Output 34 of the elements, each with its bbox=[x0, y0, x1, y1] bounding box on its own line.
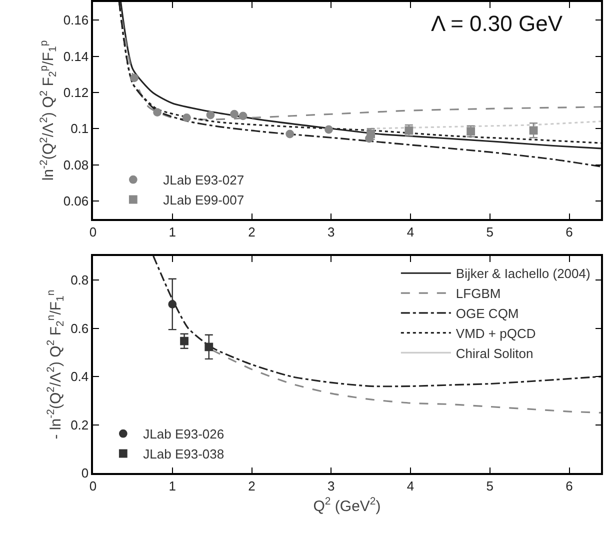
legend-label: Bijker & Iachello (2004) bbox=[456, 266, 590, 282]
x-tick-label: 5 bbox=[486, 224, 494, 240]
y-tick-label: 0.14 bbox=[63, 48, 89, 64]
legend-label: OGE CQM bbox=[456, 306, 519, 321]
y-tick-label: 0.8 bbox=[70, 272, 89, 288]
x-tick-label: 3 bbox=[328, 478, 335, 494]
x-tick-label: 1 bbox=[168, 478, 176, 494]
y-tick-label: 0.4 bbox=[70, 369, 89, 384]
x-tick-label: 6 bbox=[566, 224, 573, 240]
y-tick-label: 0 bbox=[81, 466, 89, 481]
legend-label: JLab E93-027 bbox=[163, 172, 244, 188]
y-tick-label: 0.12 bbox=[63, 84, 89, 100]
x-tick-label: 5 bbox=[486, 478, 494, 494]
y-tick-label: 0.16 bbox=[63, 12, 89, 28]
legend-label: LFGBM bbox=[456, 286, 501, 302]
legend-label: JLab E99-007 bbox=[163, 192, 244, 208]
x-tick-label: 2 bbox=[248, 224, 256, 240]
y-tick-label: 0.08 bbox=[63, 157, 89, 172]
x-axis-title: Q$^{2}$ (GeV$^{2}$) bbox=[313, 496, 381, 515]
x-tick-label: 3 bbox=[328, 224, 335, 240]
legend-label: VMD + pQCD bbox=[456, 326, 536, 341]
y-tick-label: 0.06 bbox=[63, 193, 89, 208]
y-tick-label: 0.2 bbox=[70, 417, 89, 432]
legend-label: JLab E93-038 bbox=[143, 446, 224, 462]
y-tick-label: 0.6 bbox=[70, 320, 89, 336]
x-tick-label: 6 bbox=[566, 478, 573, 494]
legend-label: JLab E93-026 bbox=[143, 426, 224, 442]
annotation: Λ = 0.30 GeV bbox=[431, 11, 563, 36]
y-tick-label: 0.1 bbox=[70, 121, 89, 136]
x-tick-label: 1 bbox=[168, 224, 176, 240]
legend-label: Chiral Soliton bbox=[456, 346, 534, 361]
x-tick-label: 4 bbox=[406, 224, 414, 240]
x-tick-label: 4 bbox=[406, 478, 414, 494]
x-tick-label: 2 bbox=[248, 478, 256, 494]
